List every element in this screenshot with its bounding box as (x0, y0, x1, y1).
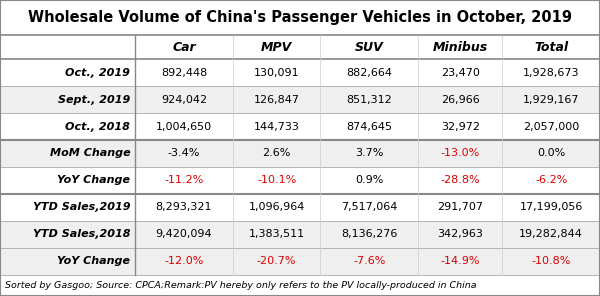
Text: 126,847: 126,847 (254, 95, 299, 104)
Text: -10.8%: -10.8% (532, 256, 571, 266)
Text: 851,312: 851,312 (346, 95, 392, 104)
Text: 7,517,064: 7,517,064 (341, 202, 397, 212)
Bar (0, 86, 600, 113)
Text: Total: Total (534, 41, 568, 54)
Text: -12.0%: -12.0% (164, 256, 203, 266)
Text: 23,470: 23,470 (441, 68, 479, 78)
Bar (0, 113, 600, 140)
Bar (0, 0, 600, 35)
Text: 1,096,964: 1,096,964 (248, 202, 305, 212)
Text: 924,042: 924,042 (161, 95, 207, 104)
Text: 19,282,844: 19,282,844 (519, 229, 583, 239)
Text: 874,645: 874,645 (346, 122, 392, 131)
Text: 2.6%: 2.6% (262, 149, 291, 158)
Bar (0, 140, 600, 167)
Text: Oct., 2019: Oct., 2019 (65, 68, 130, 78)
Text: 1,929,167: 1,929,167 (523, 95, 580, 104)
Text: -28.8%: -28.8% (440, 176, 480, 185)
Text: -20.7%: -20.7% (257, 256, 296, 266)
Text: 144,733: 144,733 (254, 122, 299, 131)
Bar (0, 248, 600, 275)
Text: YTD Sales,2019: YTD Sales,2019 (33, 202, 130, 212)
Text: 291,707: 291,707 (437, 202, 483, 212)
Text: -13.0%: -13.0% (440, 149, 480, 158)
Text: 1,928,673: 1,928,673 (523, 68, 580, 78)
Bar (0, 35, 600, 59)
Text: 8,136,276: 8,136,276 (341, 229, 397, 239)
Text: Sorted by Gasgoo; Source: CPCA;Remark:PV hereby only refers to the PV locally-pr: Sorted by Gasgoo; Source: CPCA;Remark:PV… (5, 281, 476, 290)
Bar (0, 194, 600, 221)
Text: YoY Change: YoY Change (58, 256, 130, 266)
Text: -3.4%: -3.4% (168, 149, 200, 158)
Text: -6.2%: -6.2% (535, 176, 568, 185)
Text: MoM Change: MoM Change (50, 149, 130, 158)
Text: MPV: MPV (261, 41, 292, 54)
Text: 26,966: 26,966 (441, 95, 479, 104)
Text: Oct., 2018: Oct., 2018 (65, 122, 130, 131)
Text: Minibus: Minibus (433, 41, 488, 54)
Text: -7.6%: -7.6% (353, 256, 385, 266)
Text: -11.2%: -11.2% (164, 176, 203, 185)
Text: -10.1%: -10.1% (257, 176, 296, 185)
Text: Wholesale Volume of China's Passenger Vehicles in October, 2019: Wholesale Volume of China's Passenger Ve… (28, 10, 572, 25)
Text: 342,963: 342,963 (437, 229, 483, 239)
Text: 3.7%: 3.7% (355, 149, 383, 158)
Text: -14.9%: -14.9% (440, 256, 480, 266)
Text: 1,004,650: 1,004,650 (156, 122, 212, 131)
Text: YoY Change: YoY Change (58, 176, 130, 185)
Text: 32,972: 32,972 (441, 122, 480, 131)
Text: YTD Sales,2018: YTD Sales,2018 (33, 229, 130, 239)
Text: 130,091: 130,091 (254, 68, 299, 78)
Text: 0.0%: 0.0% (537, 149, 565, 158)
Bar (0, 275, 600, 296)
Text: Car: Car (172, 41, 196, 54)
Bar (0, 167, 600, 194)
Text: 882,664: 882,664 (346, 68, 392, 78)
Bar (0, 221, 600, 248)
Text: 892,448: 892,448 (161, 68, 207, 78)
Text: 8,293,321: 8,293,321 (156, 202, 212, 212)
Text: 9,420,094: 9,420,094 (155, 229, 212, 239)
Text: 1,383,511: 1,383,511 (248, 229, 305, 239)
Text: Sept., 2019: Sept., 2019 (58, 95, 130, 104)
Text: 0.9%: 0.9% (355, 176, 383, 185)
Text: 2,057,000: 2,057,000 (523, 122, 580, 131)
Text: 17,199,056: 17,199,056 (520, 202, 583, 212)
Bar (0, 59, 600, 86)
Text: SUV: SUV (355, 41, 383, 54)
